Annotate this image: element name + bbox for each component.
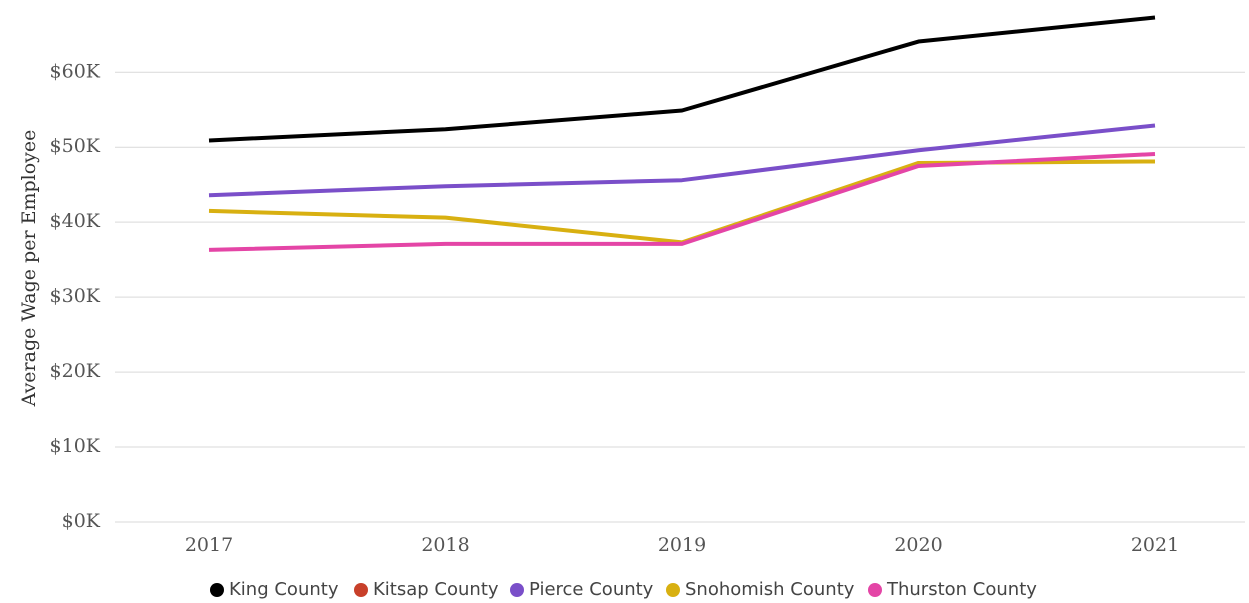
series-line (208, 159, 1156, 245)
legend-marker (666, 583, 680, 597)
x-tick-label: 2021 (1131, 534, 1179, 556)
y-tick-label: $10K (50, 435, 101, 457)
legend-label: Kitsap County (373, 579, 499, 600)
y-tick-label: $20K (50, 360, 101, 382)
x-tick-label: 2017 (185, 534, 233, 556)
y-tick-label: $50K (50, 135, 101, 157)
legend-marker (868, 583, 882, 597)
legend-label: King County (229, 579, 339, 600)
legend-label: Thurston County (886, 579, 1037, 600)
series-line (208, 151, 1156, 252)
series-line (208, 123, 1156, 198)
legend-marker (210, 583, 224, 597)
legend-marker (354, 583, 368, 597)
series-line (208, 15, 1156, 143)
y-tick-label: $60K (50, 60, 101, 82)
y-tick-label: $0K (62, 510, 101, 532)
legend-label: Pierce County (529, 579, 654, 600)
y-tick-label: $30K (50, 285, 101, 307)
legend-label: Snohomish County (685, 579, 855, 600)
legend-marker (510, 583, 524, 597)
y-axis-label: Average Wage per Employee (18, 130, 40, 408)
x-tick-label: 2020 (894, 534, 942, 556)
y-tick-label: $40K (50, 210, 101, 232)
x-tick-label: 2018 (421, 534, 469, 556)
x-tick-label: 2019 (658, 534, 706, 556)
